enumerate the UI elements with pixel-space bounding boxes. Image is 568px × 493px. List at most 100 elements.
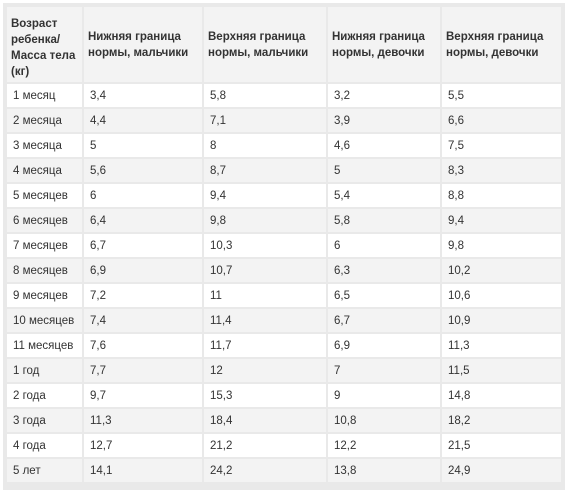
cell-girls-lower: 13,8 xyxy=(328,459,440,482)
cell-boys-upper: 7,1 xyxy=(204,109,326,132)
cell-girls-upper: 8,3 xyxy=(442,159,561,182)
cell-boys-upper: 9,4 xyxy=(204,184,326,207)
cell-girls-upper: 5,5 xyxy=(442,84,561,107)
cell-boys-lower: 12,7 xyxy=(84,434,202,457)
cell-age: 1 год xyxy=(7,359,82,382)
cell-boys-lower: 14,1 xyxy=(84,459,202,482)
table-row: 10 месяцев 7,4 11,4 6,7 10,9 xyxy=(7,309,561,332)
cell-girls-upper: 18,2 xyxy=(442,409,561,432)
cell-age: 7 месяцев xyxy=(7,234,82,257)
table-row: 1 месяц 3,4 5,8 3,2 5,5 xyxy=(7,84,561,107)
cell-age: 11 месяцев xyxy=(7,334,82,357)
cell-boys-lower: 4,4 xyxy=(84,109,202,132)
cell-boys-upper: 15,3 xyxy=(204,384,326,407)
table-row: 4 месяца 5,6 8,7 5 8,3 xyxy=(7,159,561,182)
cell-girls-lower: 9 xyxy=(328,384,440,407)
cell-girls-lower: 6,7 xyxy=(328,309,440,332)
cell-girls-lower: 4,6 xyxy=(328,134,440,157)
table-row: 11 месяцев 7,6 11,7 6,9 11,3 xyxy=(7,334,561,357)
cell-boys-upper: 10,7 xyxy=(204,259,326,282)
cell-boys-upper: 24,2 xyxy=(204,459,326,482)
cell-girls-upper: 7,5 xyxy=(442,134,561,157)
cell-boys-lower: 11,3 xyxy=(84,409,202,432)
table-row: 3 года 11,3 18,4 10,8 18,2 xyxy=(7,409,561,432)
cell-boys-upper: 18,4 xyxy=(204,409,326,432)
cell-girls-lower: 5,8 xyxy=(328,209,440,232)
cell-girls-lower: 6,3 xyxy=(328,259,440,282)
table-row: 1 год 7,7 12 7 11,5 xyxy=(7,359,561,382)
cell-boys-upper: 9,8 xyxy=(204,209,326,232)
table-row: 9 месяцев 7,2 11 6,5 10,6 xyxy=(7,284,561,307)
header-age: Возраст ребенка/ Масса тела (кг) xyxy=(7,7,82,82)
cell-girls-lower: 3,9 xyxy=(328,109,440,132)
cell-girls-upper: 24,9 xyxy=(442,459,561,482)
cell-boys-lower: 6 xyxy=(84,184,202,207)
cell-boys-upper: 11,4 xyxy=(204,309,326,332)
cell-boys-lower: 5,6 xyxy=(84,159,202,182)
cell-girls-upper: 11,5 xyxy=(442,359,561,382)
cell-boys-upper: 12 xyxy=(204,359,326,382)
cell-boys-upper: 5,8 xyxy=(204,84,326,107)
cell-age: 3 месяца xyxy=(7,134,82,157)
cell-girls-upper: 11,3 xyxy=(442,334,561,357)
cell-girls-lower: 6,5 xyxy=(328,284,440,307)
cell-girls-lower: 12,2 xyxy=(328,434,440,457)
cell-girls-lower: 3,2 xyxy=(328,84,440,107)
cell-boys-upper: 8 xyxy=(204,134,326,157)
cell-age: 10 месяцев xyxy=(7,309,82,332)
cell-age: 3 года xyxy=(7,409,82,432)
header-row: Возраст ребенка/ Масса тела (кг) Нижняя … xyxy=(7,7,561,82)
cell-age: 4 года xyxy=(7,434,82,457)
cell-boys-lower: 6,7 xyxy=(84,234,202,257)
table-row: 4 года 12,7 21,2 12,2 21,5 xyxy=(7,434,561,457)
table-row: 6 месяцев 6,4 9,8 5,8 9,4 xyxy=(7,209,561,232)
cell-girls-lower: 6 xyxy=(328,234,440,257)
header-boys-lower: Нижняя граница нормы, мальчики xyxy=(84,7,202,82)
cell-boys-upper: 10,3 xyxy=(204,234,326,257)
header-girls-upper: Верхняя граница нормы, девочки xyxy=(442,7,561,82)
cell-boys-lower: 6,9 xyxy=(84,259,202,282)
cell-girls-upper: 10,9 xyxy=(442,309,561,332)
table-row: 8 месяцев 6,9 10,7 6,3 10,2 xyxy=(7,259,561,282)
cell-girls-lower: 5,4 xyxy=(328,184,440,207)
cell-girls-upper: 21,5 xyxy=(442,434,561,457)
table-row: 5 месяцев 6 9,4 5,4 8,8 xyxy=(7,184,561,207)
table-row: 2 месяца 4,4 7,1 3,9 6,6 xyxy=(7,109,561,132)
cell-girls-upper: 14,8 xyxy=(442,384,561,407)
cell-age: 2 года xyxy=(7,384,82,407)
cell-age: 5 месяцев xyxy=(7,184,82,207)
cell-boys-upper: 11,7 xyxy=(204,334,326,357)
table-row: 2 года 9,7 15,3 9 14,8 xyxy=(7,384,561,407)
weight-norms-table: Возраст ребенка/ Масса тела (кг) Нижняя … xyxy=(5,5,563,484)
table-frame: Возраст ребенка/ Масса тела (кг) Нижняя … xyxy=(3,3,565,490)
cell-boys-lower: 7,7 xyxy=(84,359,202,382)
cell-girls-lower: 6,9 xyxy=(328,334,440,357)
cell-girls-lower: 5 xyxy=(328,159,440,182)
cell-girls-upper: 8,8 xyxy=(442,184,561,207)
cell-girls-upper: 6,6 xyxy=(442,109,561,132)
cell-boys-upper: 21,2 xyxy=(204,434,326,457)
cell-boys-lower: 6,4 xyxy=(84,209,202,232)
cell-age: 6 месяцев xyxy=(7,209,82,232)
cell-age: 9 месяцев xyxy=(7,284,82,307)
cell-age: 2 месяца xyxy=(7,109,82,132)
cell-girls-lower: 7 xyxy=(328,359,440,382)
header-girls-lower: Нижняя граница нормы, девочки xyxy=(328,7,440,82)
cell-girls-upper: 9,4 xyxy=(442,209,561,232)
cell-boys-upper: 11 xyxy=(204,284,326,307)
header-boys-upper: Верхняя граница нормы, мальчики xyxy=(204,7,326,82)
table-row: 5 лет 14,1 24,2 13,8 24,9 xyxy=(7,459,561,482)
cell-girls-upper: 10,2 xyxy=(442,259,561,282)
table-row: 3 месяца 5 8 4,6 7,5 xyxy=(7,134,561,157)
cell-age: 8 месяцев xyxy=(7,259,82,282)
cell-boys-lower: 5 xyxy=(84,134,202,157)
cell-boys-lower: 7,4 xyxy=(84,309,202,332)
cell-boys-lower: 7,2 xyxy=(84,284,202,307)
cell-girls-upper: 9,8 xyxy=(442,234,561,257)
cell-girls-upper: 10,6 xyxy=(442,284,561,307)
table-body: 1 месяц 3,4 5,8 3,2 5,5 2 месяца 4,4 7,1 3,9 6,6 3… xyxy=(7,84,561,482)
table-row: 7 месяцев 6,7 10,3 6 9,8 xyxy=(7,234,561,257)
cell-girls-lower: 10,8 xyxy=(328,409,440,432)
cell-age: 4 месяца xyxy=(7,159,82,182)
cell-age: 5 лет xyxy=(7,459,82,482)
